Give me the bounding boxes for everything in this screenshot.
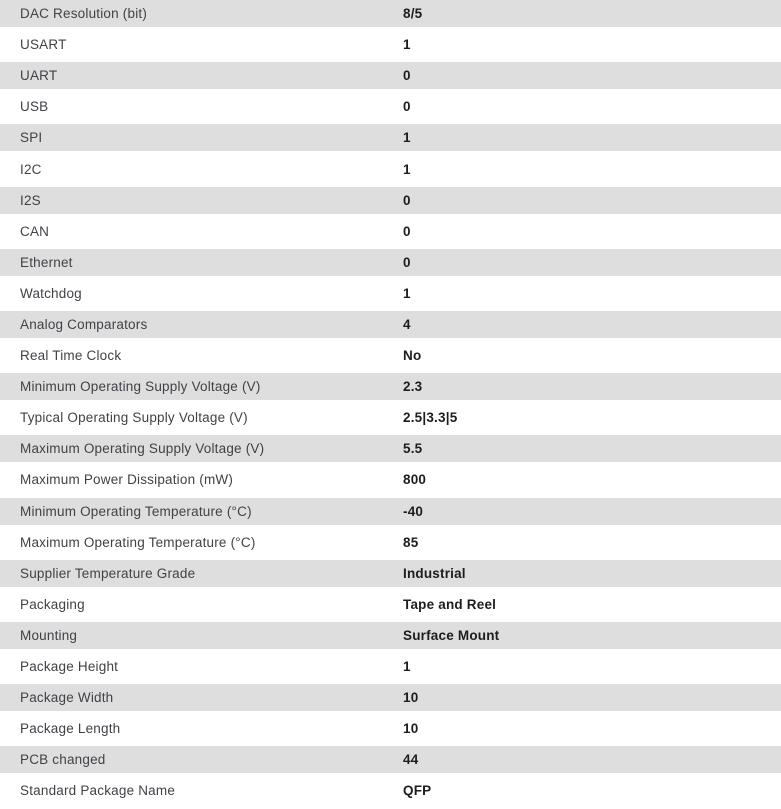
- attribute-label: I2S: [20, 192, 41, 208]
- attribute-label: Standard Package Name: [20, 783, 176, 799]
- table-row: Packaging Tape and Reel: [0, 590, 781, 618]
- attribute-value: 0: [403, 68, 411, 84]
- table-row: Typical Operating Supply Voltage (V) 2.5|…: [0, 404, 781, 432]
- table-row: Watchdog 1: [0, 279, 781, 307]
- attribute-value: 1: [403, 285, 411, 301]
- attribute-label: SPI: [20, 130, 43, 146]
- attribute-value: 800: [403, 472, 427, 488]
- table-row: Mounting Surface Mount: [0, 621, 781, 649]
- attribute-value: 0: [403, 192, 411, 208]
- table-row: Supplier Temperature Grade Industrial: [0, 559, 781, 587]
- attribute-value: QFP: [403, 783, 432, 799]
- attribute-value: 2.5|3.3|5: [403, 410, 458, 426]
- table-row: Package Width 10: [0, 684, 781, 712]
- table-row: Maximum Operating Temperature (°C) 85: [0, 528, 781, 556]
- attribute-label: Mounting: [20, 627, 78, 643]
- attribute-label: Watchdog: [20, 285, 82, 301]
- attribute-label: Maximum Operating Supply Voltage (V): [20, 441, 265, 457]
- table-row: I2S 0: [0, 186, 781, 214]
- attribute-label: Packaging: [20, 596, 85, 612]
- attribute-value: 0: [403, 223, 411, 239]
- attribute-label: I2C: [20, 161, 42, 177]
- attribute-label: Minimum Operating Supply Voltage (V): [20, 379, 261, 395]
- attribute-label: Minimum Operating Temperature (°C): [20, 503, 252, 519]
- attribute-value: Industrial: [403, 565, 466, 581]
- attribute-value: 0: [403, 99, 411, 115]
- attribute-value: 10: [403, 690, 419, 706]
- attribute-value: No: [403, 348, 422, 364]
- attribute-label: Maximum Power Dissipation (mW): [20, 472, 234, 488]
- attribute-label: Ethernet: [20, 254, 73, 270]
- attribute-label: Supplier Temperature Grade: [20, 565, 196, 581]
- table-row: Maximum Operating Supply Voltage (V) 5.5: [0, 435, 781, 463]
- table-row: Minimum Operating Supply Voltage (V) 2.3: [0, 373, 781, 401]
- attribute-label: PCB changed: [20, 752, 106, 768]
- attribute-value: -40: [403, 503, 424, 519]
- attribute-value: 1: [403, 130, 411, 146]
- table-row: Standard Package Name QFP: [0, 777, 781, 805]
- attribute-value: 2.3: [403, 379, 423, 395]
- table-row: I2C 1: [0, 155, 781, 183]
- table-row: USB 0: [0, 93, 781, 121]
- attribute-label: Maximum Operating Temperature (°C): [20, 534, 256, 550]
- table-row: Analog Comparators 4: [0, 310, 781, 339]
- attribute-value: Tape and Reel: [403, 596, 497, 612]
- attribute-value: 10: [403, 721, 419, 737]
- attribute-label: Typical Operating Supply Voltage (V): [20, 410, 248, 426]
- attribute-value: 1: [403, 37, 411, 53]
- attribute-value: 8/5: [403, 6, 423, 22]
- attribute-value: 4: [403, 316, 411, 332]
- table-row: Maximum Power Dissipation (mW) 800: [0, 466, 781, 494]
- attribute-label: Package Width: [20, 690, 114, 706]
- table-row: CAN 0: [0, 217, 781, 245]
- attribute-value: 0: [403, 254, 411, 270]
- attribute-value: 5.5: [403, 441, 423, 457]
- table-row: Minimum Operating Temperature (°C) -40: [0, 497, 781, 525]
- attribute-value: 85: [403, 534, 419, 550]
- attribute-label: USART: [20, 37, 67, 53]
- table-row: SPI 1: [0, 124, 781, 152]
- attribute-label: CAN: [20, 223, 50, 239]
- attribute-label: Package Length: [20, 721, 121, 737]
- attribute-label: USB: [20, 99, 49, 115]
- table-row: UART 0: [0, 62, 781, 90]
- attribute-label: Package Height: [20, 659, 119, 675]
- table-row: Real Time Clock No: [0, 342, 781, 370]
- table-row: Ethernet 0: [0, 248, 781, 276]
- attribute-value: 1: [403, 161, 411, 177]
- table-row: USART 1: [0, 31, 781, 59]
- table-row: Package Length 10: [0, 715, 781, 743]
- attribute-label: Analog Comparators: [20, 316, 148, 332]
- table-row: Package Height 1: [0, 652, 781, 681]
- table-row: DAC Resolution (bit) 8/5: [0, 0, 781, 28]
- table-row: PCB changed 44: [0, 746, 781, 774]
- attribute-value: Surface Mount: [403, 627, 500, 643]
- attribute-label: Real Time Clock: [20, 348, 122, 364]
- attribute-value: 44: [403, 752, 419, 768]
- attribute-label: DAC Resolution (bit): [20, 6, 148, 22]
- attribute-label: UART: [20, 68, 58, 84]
- attribute-value: 1: [403, 659, 411, 675]
